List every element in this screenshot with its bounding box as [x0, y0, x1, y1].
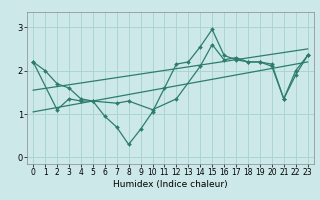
X-axis label: Humidex (Indice chaleur): Humidex (Indice chaleur) — [113, 180, 228, 189]
